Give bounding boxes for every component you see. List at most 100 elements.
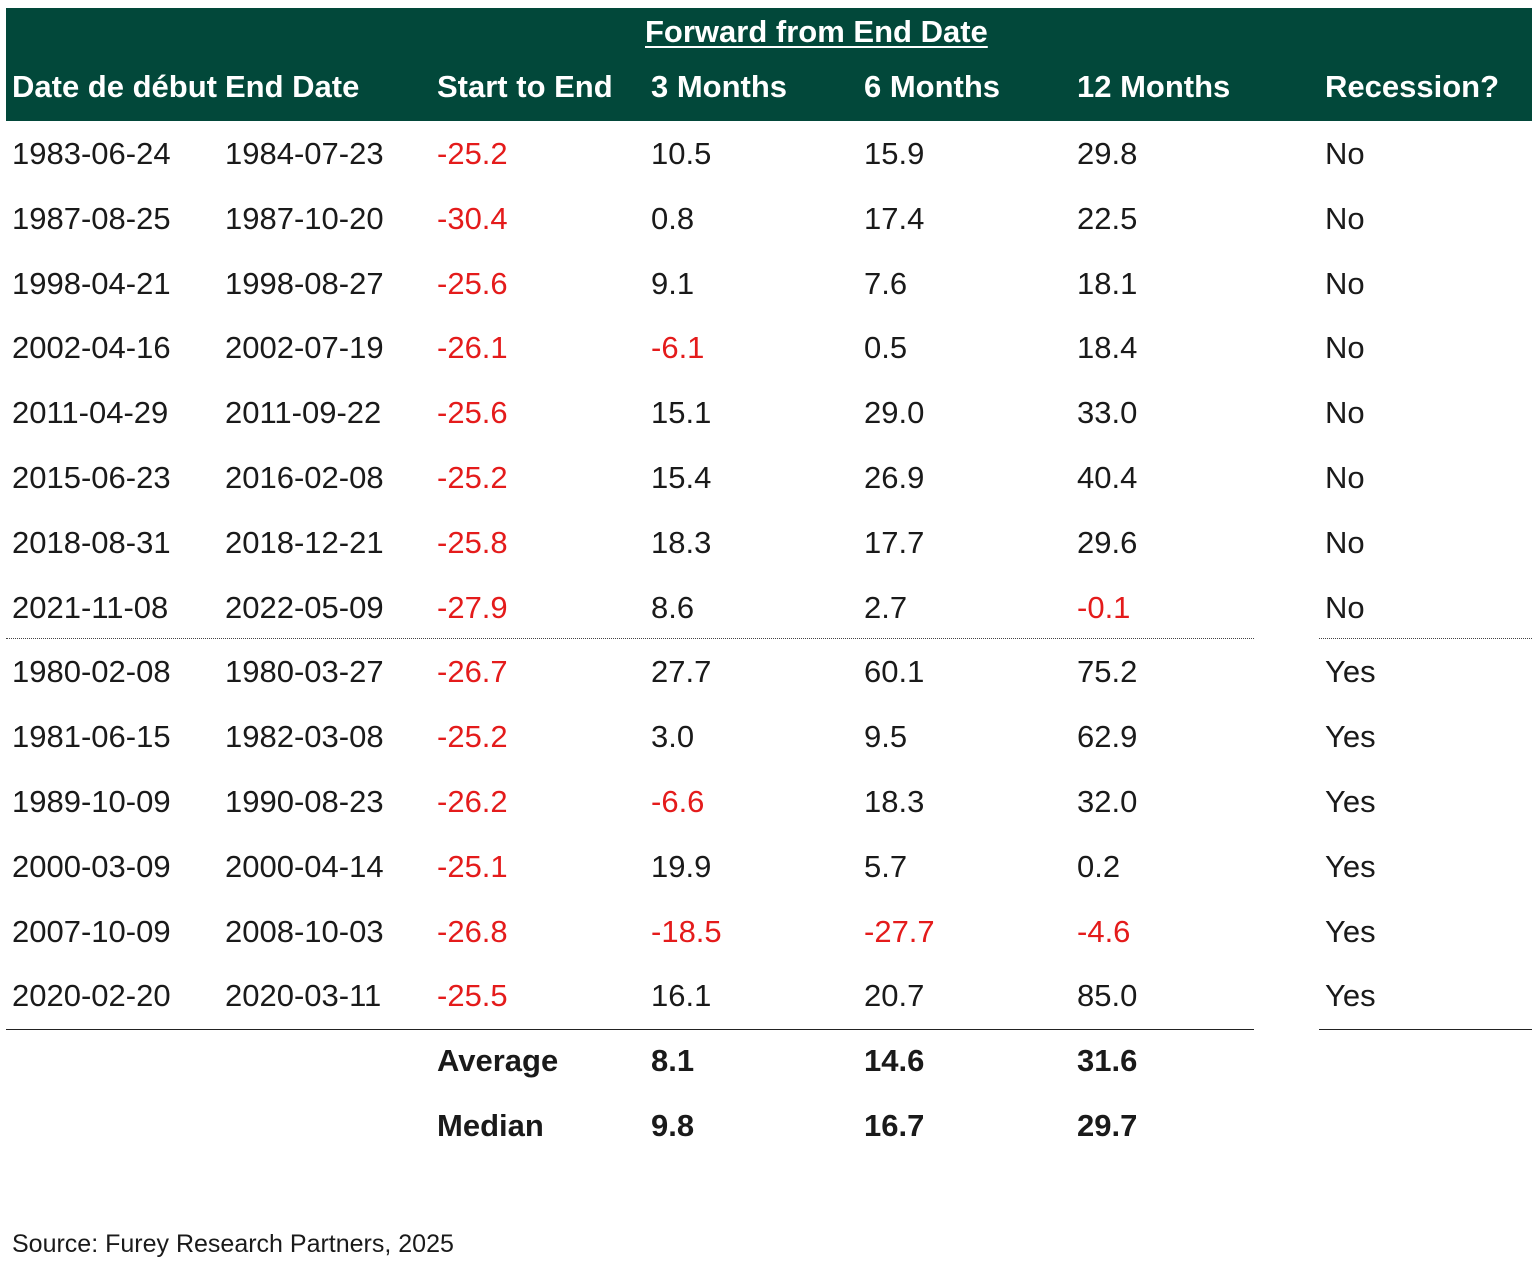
cell-start-date: 1980-02-08: [12, 654, 171, 690]
cell-recession: Yes: [1325, 978, 1376, 1014]
column-header-start-to-end: Start to End: [437, 69, 613, 104]
cell-three-months: -6.6: [651, 784, 705, 819]
cell-six-months: 18.3: [864, 784, 925, 819]
cell-twelve-months: 85.0: [1077, 978, 1138, 1014]
cell-end-date: 2018-12-21: [225, 524, 384, 560]
cell-recession: No: [1325, 524, 1365, 560]
cell-end-date: 2016-02-08: [225, 460, 384, 495]
cell-twelve-months: 33.0: [1077, 395, 1138, 431]
cell-three-months: 18.3: [651, 524, 712, 560]
cell-start-to-end: -25.1: [437, 848, 508, 884]
cell-start-to-end: -26.7: [437, 654, 508, 690]
cell-six-months: 60.1: [864, 654, 925, 690]
cell-six-months: 17.7: [864, 524, 925, 560]
cell-twelve-months: 18.1: [1077, 265, 1138, 301]
cell-start-to-end: -27.9: [437, 589, 508, 625]
cell-start-date: 2020-02-20: [12, 978, 171, 1014]
cell-end-date: 1987-10-20: [225, 200, 384, 236]
total-divider-right: [1319, 1029, 1532, 1030]
cell-end-date: 1980-03-27: [225, 654, 384, 690]
cell-six-months: 29.0: [864, 395, 925, 431]
summary-label: Average: [437, 1043, 559, 1079]
cell-start-date: 2018-08-31: [12, 524, 171, 560]
group-divider-left: [6, 638, 1254, 639]
cell-three-months: -18.5: [651, 913, 722, 949]
cell-twelve-months: 22.5: [1077, 200, 1138, 236]
cell-start-date: 1981-06-15: [12, 719, 171, 755]
summary-value-three-months: 9.8: [651, 1108, 695, 1143]
cell-start-to-end: -25.2: [437, 136, 508, 171]
cell-start-to-end: -25.8: [437, 524, 508, 560]
cell-start-date: 1998-04-21: [12, 265, 171, 301]
column-header-recession: Recession?: [1325, 69, 1500, 104]
cell-twelve-months: 40.4: [1077, 460, 1138, 495]
cell-end-date: 1984-07-23: [225, 136, 384, 171]
cell-recession: Yes: [1325, 719, 1376, 755]
cell-start-to-end: -26.8: [437, 913, 508, 949]
cell-three-months: 27.7: [651, 654, 712, 690]
cell-start-date: 2000-03-09: [12, 848, 171, 884]
summary-value-six-months: 14.6: [864, 1043, 925, 1079]
cell-six-months: 9.5: [864, 719, 908, 755]
cell-twelve-months: 0.2: [1077, 848, 1121, 884]
total-divider-left: [6, 1029, 1254, 1030]
cell-twelve-months: -4.6: [1077, 913, 1131, 949]
cell-start-to-end: -25.5: [437, 978, 508, 1014]
cell-start-to-end: -30.4: [437, 200, 508, 236]
cell-start-to-end: -26.1: [437, 330, 508, 366]
cell-end-date: 2022-05-09: [225, 589, 384, 625]
group-divider-right: [1319, 638, 1532, 639]
cell-six-months: 20.7: [864, 978, 925, 1014]
cell-end-date: 1990-08-23: [225, 784, 384, 819]
cell-end-date: 2020-03-11: [225, 978, 382, 1014]
cell-start-to-end: -25.2: [437, 460, 508, 495]
cell-three-months: 0.8: [651, 200, 695, 236]
summary-value-twelve-months: 29.7: [1077, 1108, 1138, 1143]
cell-three-months: 9.1: [651, 265, 695, 301]
cell-recession: No: [1325, 460, 1365, 495]
cell-twelve-months: 62.9: [1077, 719, 1138, 755]
cell-start-to-end: -26.2: [437, 784, 508, 819]
cell-start-to-end: -25.6: [437, 395, 508, 431]
cell-recession: No: [1325, 200, 1365, 236]
cell-start-date: 2015-06-23: [12, 460, 171, 495]
summary-value-six-months: 16.7: [864, 1108, 925, 1143]
cell-six-months: 5.7: [864, 848, 908, 884]
cell-six-months: -27.7: [864, 913, 935, 949]
cell-recession: No: [1325, 265, 1365, 301]
cell-recession: No: [1325, 395, 1365, 431]
cell-start-date: 2002-04-16: [12, 330, 171, 366]
summary-value-twelve-months: 31.6: [1077, 1043, 1138, 1079]
cell-end-date: 2002-07-19: [225, 330, 384, 366]
summary-value-three-months: 8.1: [651, 1043, 695, 1079]
cell-three-months: 19.9: [651, 848, 712, 884]
cell-three-months: -6.1: [651, 330, 705, 366]
cell-end-date: 2011-09-22: [225, 395, 382, 431]
forward-from-end-date-header: Forward from End Date: [645, 14, 988, 49]
column-header-three-months: 3 Months: [651, 69, 788, 104]
cell-end-date: 1982-03-08: [225, 719, 384, 755]
cell-three-months: 10.5: [651, 136, 712, 171]
cell-end-date: 2000-04-14: [225, 848, 384, 884]
column-header-start-date: Date de début: [12, 69, 217, 104]
table-header: [6, 8, 1532, 121]
cell-six-months: 17.4: [864, 200, 925, 236]
cell-recession: Yes: [1325, 848, 1376, 884]
cell-recession: Yes: [1325, 654, 1376, 690]
cell-start-date: 1989-10-09: [12, 784, 171, 819]
column-header-end-date: End Date: [225, 69, 360, 104]
cell-recession: Yes: [1325, 784, 1376, 819]
cell-start-to-end: -25.2: [437, 719, 508, 755]
cell-twelve-months: -0.1: [1077, 589, 1131, 625]
cell-twelve-months: 32.0: [1077, 784, 1138, 819]
column-header-six-months: 6 Months: [864, 69, 1001, 104]
cell-three-months: 15.4: [651, 460, 712, 495]
cell-six-months: 26.9: [864, 460, 925, 495]
cell-three-months: 15.1: [651, 395, 712, 431]
cell-start-date: 1983-06-24: [12, 136, 171, 171]
cell-twelve-months: 29.8: [1077, 136, 1138, 171]
cell-start-date: 2011-04-29: [12, 395, 169, 431]
cell-start-date: 2007-10-09: [12, 913, 171, 949]
cell-six-months: 0.5: [864, 330, 908, 366]
cell-recession: No: [1325, 589, 1365, 625]
